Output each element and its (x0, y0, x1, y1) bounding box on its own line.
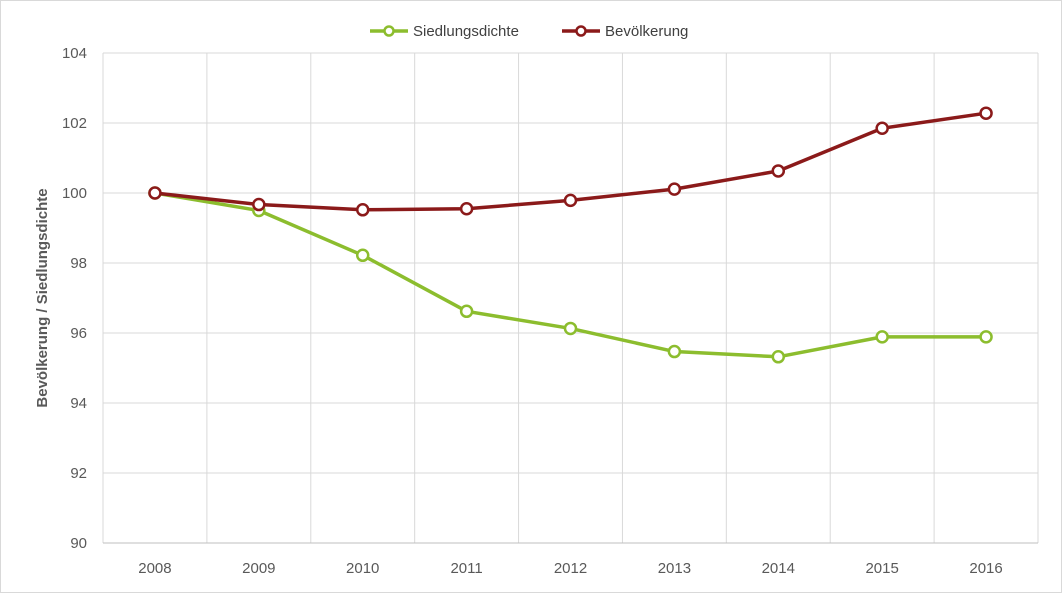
y-tick-label: 102 (62, 115, 87, 132)
data-point (667, 344, 682, 359)
x-tick-label: 2013 (658, 560, 691, 577)
data-point (459, 202, 474, 216)
data-point (875, 330, 889, 344)
y-tick-label: 92 (70, 465, 87, 482)
x-tick-label: 2010 (346, 560, 379, 577)
legend-marker (383, 25, 395, 37)
legend-label: Bevölkerung (605, 23, 688, 40)
data-point (148, 186, 162, 200)
data-point (771, 164, 786, 178)
data-point (875, 121, 889, 135)
data-point (563, 193, 578, 208)
x-tick-label: 2011 (450, 560, 482, 577)
data-point (979, 106, 993, 120)
legend-marker (575, 25, 587, 37)
data-point (771, 350, 786, 364)
x-tick-label: 2009 (242, 560, 275, 577)
legend-item: Siedlungsdichte (370, 23, 519, 40)
data-point (563, 321, 578, 336)
y-tick-label: 90 (70, 535, 87, 552)
data-point (355, 248, 370, 263)
y-axis-label: Bevölkerung / Siedlungsdichte (34, 188, 51, 407)
x-tick-label: 2015 (865, 560, 898, 577)
series-1 (148, 186, 993, 364)
x-tick-label: 2016 (969, 560, 1002, 577)
legend-item: Bevölkerung (562, 23, 688, 40)
data-point (667, 182, 682, 196)
data-point (979, 330, 993, 344)
legend-label: Siedlungsdichte (413, 23, 519, 40)
y-tick-label: 104 (62, 45, 87, 62)
x-tick-label: 2012 (554, 560, 587, 577)
y-tick-label: 100 (62, 185, 87, 202)
series-layer (148, 106, 993, 364)
x-tick-label: 2008 (138, 560, 171, 577)
legend: Siedlungsdichte Bevölkerung (370, 23, 688, 40)
data-point (252, 197, 266, 212)
axes: 90 92 94 96 98 100 102 104 2008 2009 2010 2011 2012 2… (62, 45, 1038, 577)
x-tick-label: 2014 (762, 560, 795, 577)
data-point (355, 203, 370, 217)
y-tick-label: 98 (70, 255, 87, 272)
y-tick-label: 94 (70, 395, 87, 412)
series-2 (148, 106, 993, 217)
y-tick-label: 96 (70, 325, 87, 342)
data-point (459, 304, 474, 319)
